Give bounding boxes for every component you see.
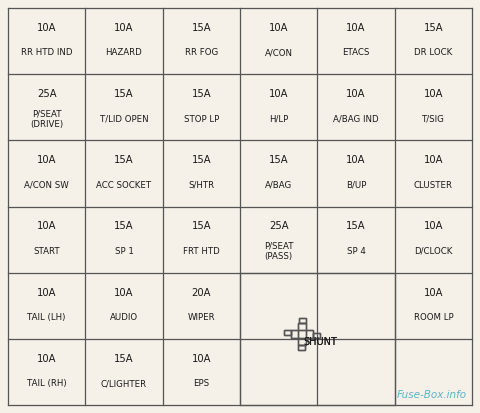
Text: 10A: 10A [114,287,134,297]
Text: Fuse-Box.info: Fuse-Box.info [397,390,467,400]
Text: 15A: 15A [114,354,134,364]
Text: STOP LP: STOP LP [184,115,219,123]
Text: 10A: 10A [423,89,443,99]
Text: 15A: 15A [114,89,134,99]
Bar [299,345,305,350]
Text: SHUNT: SHUNT [303,337,337,347]
Text: A/BAG IND: A/BAG IND [333,115,379,123]
Text: 10A: 10A [37,155,57,165]
Text: EPS: EPS [193,379,209,388]
Text: TAIL (LH): TAIL (LH) [27,313,66,322]
Bar [299,345,305,350]
Text: T/LID OPEN: T/LID OPEN [100,115,148,123]
Bar [241,274,394,404]
Text: TAIL (RH): TAIL (RH) [27,379,66,388]
Text: 15A: 15A [192,23,211,33]
Text: 10A: 10A [269,23,288,33]
Text: ROOM LP: ROOM LP [414,313,453,322]
Text: ACC SOCKET: ACC SOCKET [96,181,152,190]
Text: START: START [33,247,60,256]
Text: C/LIGHTER: C/LIGHTER [101,379,147,388]
Text: AUDIO: AUDIO [110,313,138,322]
Text: 10A: 10A [114,23,134,33]
Text: 10A: 10A [346,155,366,165]
Text: 15A: 15A [192,89,211,99]
Bar [300,318,306,323]
Bar [313,333,320,338]
Text: 15A: 15A [114,221,134,231]
Text: B/UP: B/UP [346,181,366,190]
Bar [284,330,291,335]
Text: FRT HTD: FRT HTD [183,247,220,256]
Text: S/HTR: S/HTR [188,181,215,190]
Bar [291,330,313,338]
Text: 15A: 15A [114,155,134,165]
Bar [300,318,306,323]
Text: 10A: 10A [346,89,366,99]
Text: SP 4: SP 4 [347,247,365,256]
Text: 15A: 15A [192,155,211,165]
Bar [299,323,306,345]
Text: 10A: 10A [37,287,57,297]
Text: 10A: 10A [37,23,57,33]
Text: 10A: 10A [269,89,288,99]
Text: 25A: 25A [269,221,288,231]
Text: 15A: 15A [192,221,211,231]
Text: RR HTD IND: RR HTD IND [21,48,72,57]
Text: HAZARD: HAZARD [106,48,143,57]
Text: 15A: 15A [269,155,288,165]
Text: P/SEAT
(DRIVE): P/SEAT (DRIVE) [30,109,63,129]
Text: SP 1: SP 1 [115,247,133,256]
Text: 10A: 10A [423,221,443,231]
Text: H/LP: H/LP [269,115,288,123]
Text: A/CON: A/CON [264,48,293,57]
Text: CLUSTER: CLUSTER [414,181,453,190]
Bar [313,333,320,338]
Text: 10A: 10A [423,287,443,297]
Text: 20A: 20A [192,287,211,297]
Bar [291,330,313,338]
Text: WIPER: WIPER [188,313,215,322]
Text: SHUNT: SHUNT [303,337,337,347]
Text: D/CLOCK: D/CLOCK [414,247,453,256]
Text: 10A: 10A [192,354,211,364]
Text: 10A: 10A [37,354,57,364]
Text: A/BAG: A/BAG [265,181,292,190]
Text: DR LOCK: DR LOCK [414,48,453,57]
Text: 15A: 15A [423,23,443,33]
Text: 10A: 10A [346,23,366,33]
Text: RR FOG: RR FOG [185,48,218,57]
Text: ETACS: ETACS [342,48,370,57]
Text: 25A: 25A [37,89,57,99]
Text: 10A: 10A [37,221,57,231]
Text: P/SEAT
(PASS): P/SEAT (PASS) [264,242,293,261]
Bar [299,323,306,345]
Bar [284,330,291,335]
Text: T/SIG: T/SIG [422,115,445,123]
Text: 10A: 10A [423,155,443,165]
Text: 15A: 15A [346,221,366,231]
Text: A/CON SW: A/CON SW [24,181,69,190]
